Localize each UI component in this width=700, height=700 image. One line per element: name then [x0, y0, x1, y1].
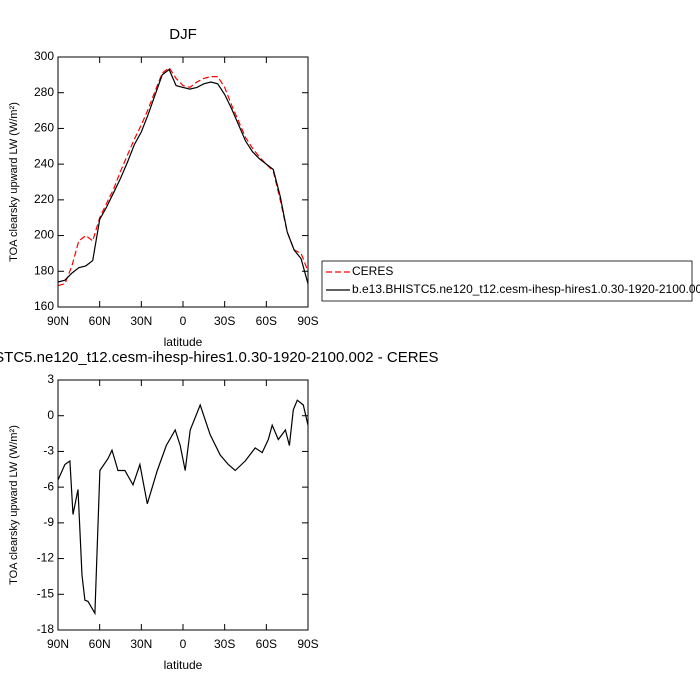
data-line — [57, 66, 309, 287]
y-tick-label: 3 — [47, 372, 54, 386]
x-tick-label: 0 — [180, 314, 187, 328]
x-tick-label: 30S — [214, 637, 235, 651]
data-line — [57, 68, 309, 284]
plot-frame — [57, 379, 309, 631]
x-tick-label: 90S — [297, 637, 318, 651]
y-axis-label: TOA clearsky upward LW (W/m²) — [8, 102, 20, 262]
y-tick-label: -12 — [37, 551, 55, 565]
x-tick-label: 60S — [256, 637, 277, 651]
y-tick-label: -3 — [43, 444, 54, 458]
y-tick-label: -15 — [37, 586, 55, 600]
y-axis-label: TOA clearsky upward LW (W/m²) — [8, 425, 20, 585]
y-tick-label: 280 — [34, 85, 54, 99]
y-tick-label: 240 — [34, 156, 54, 170]
plot-frame — [57, 56, 309, 308]
y-tick-label: 0 — [47, 408, 54, 422]
x-tick-label: 60N — [89, 637, 111, 651]
x-tick-label: 90S — [297, 314, 318, 328]
legend-label: CERES — [352, 264, 393, 278]
y-tick-label: 260 — [34, 121, 54, 135]
y-tick-label: -9 — [43, 515, 54, 529]
x-tick-label: 30S — [214, 314, 235, 328]
x-axis-label: latitude — [164, 335, 203, 349]
x-tick-label: 60N — [89, 314, 111, 328]
y-tick-label: 300 — [34, 49, 54, 63]
x-axis-label: latitude — [164, 658, 203, 672]
x-tick-label: 60S — [256, 314, 277, 328]
y-tick-label: -18 — [37, 622, 55, 636]
y-tick-label: 220 — [34, 192, 54, 206]
y-tick-label: 180 — [34, 263, 54, 277]
chart-title: DJF — [169, 26, 197, 43]
x-tick-label: 0 — [180, 637, 187, 651]
x-tick-label: 90N — [47, 314, 69, 328]
chart-title: b.e13.BHISTC5.ne120_t12.cesm-ihesp-hires… — [0, 349, 439, 366]
y-tick-label: 200 — [34, 228, 54, 242]
y-tick-label: 160 — [34, 299, 54, 313]
y-tick-label: -6 — [43, 479, 54, 493]
legend-label: b.e13.BHISTC5.ne120_t12.cesm-ihesp-hires… — [352, 282, 700, 296]
x-tick-label: 30N — [130, 637, 152, 651]
x-tick-label: 90N — [47, 637, 69, 651]
data-line — [57, 399, 309, 616]
legend-box — [321, 260, 693, 302]
x-tick-label: 30N — [130, 314, 152, 328]
